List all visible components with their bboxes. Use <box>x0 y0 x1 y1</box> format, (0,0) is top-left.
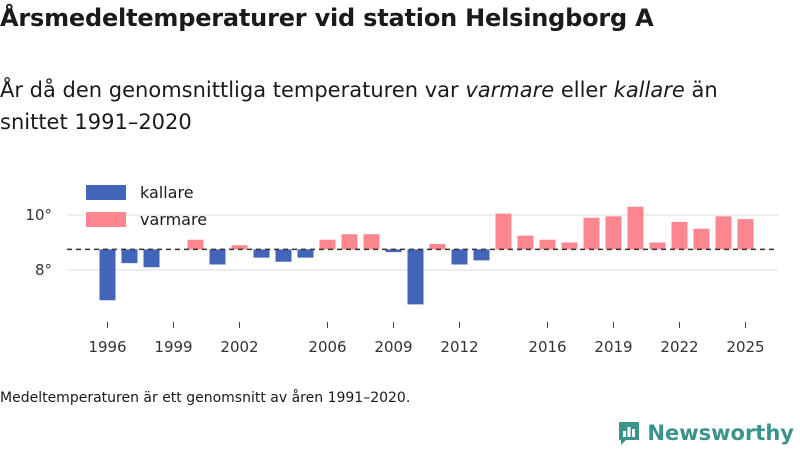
bar-1996 <box>99 249 116 301</box>
bar-2007 <box>341 234 358 250</box>
bar-2019 <box>605 216 622 250</box>
bar-2003 <box>253 249 270 258</box>
bar-2021 <box>649 242 666 250</box>
bar-2016 <box>539 239 556 250</box>
subtitle-middle: eller <box>554 78 614 102</box>
x-tick-label: 2009 <box>374 338 412 356</box>
y-tick-label: 10° <box>25 206 52 224</box>
brand-name: Newsworthy <box>647 421 794 445</box>
x-tick-label: 2019 <box>594 338 632 356</box>
chart-subtitle: År då den genomsnittliga temperaturen va… <box>0 74 780 138</box>
legend-label-colder: kallare <box>140 183 194 202</box>
y-tick-label: 8° <box>35 261 52 279</box>
legend-label-warmer: varmare <box>140 210 207 229</box>
x-tick-label: 2012 <box>440 338 478 356</box>
bar-2008 <box>363 234 380 250</box>
bar-2025 <box>737 219 754 250</box>
x-tick-label: 1999 <box>154 338 192 356</box>
x-tick-label: 2016 <box>528 338 566 356</box>
bar-2011 <box>429 243 446 250</box>
x-tick-label: 2002 <box>220 338 258 356</box>
bar-2000 <box>187 239 204 250</box>
subtitle-suffix: än snittet 1991–2020 <box>0 78 718 134</box>
bar-2017 <box>561 242 578 250</box>
bar-1997 <box>121 249 138 264</box>
bar-2010 <box>407 249 424 305</box>
bar-2001 <box>209 249 226 265</box>
bar-2024 <box>715 216 732 250</box>
footnote: Medeltemperaturen är ett genomsnitt av å… <box>0 390 411 406</box>
x-tick-label: 2025 <box>726 338 764 356</box>
bar-2018 <box>583 217 600 250</box>
subtitle-cold-word: kallare <box>613 78 685 102</box>
x-tick-label: 2022 <box>660 338 698 356</box>
subtitle-warm-word: varmare <box>465 78 555 102</box>
bar-2012 <box>451 249 468 265</box>
subtitle-prefix: År då den genomsnittliga temperaturen va… <box>0 78 466 102</box>
bar-1998 <box>143 249 160 268</box>
bar-2013 <box>473 249 490 261</box>
legend-swatch-colder <box>86 185 126 200</box>
bar-2020 <box>627 206 644 250</box>
bar-2014 <box>495 213 512 250</box>
bar-chart-badge-icon <box>619 422 640 445</box>
temperature-bar-chart: 10° 8° 1996 1999 2002 2006 2009 2012 2016 2019 202… <box>25 183 778 356</box>
bar-2002 <box>231 245 248 250</box>
brand-logo: Newsworthy <box>617 420 794 446</box>
bar-2006 <box>319 239 336 250</box>
bar-2023 <box>693 228 710 250</box>
bar-2009 <box>385 249 402 253</box>
chart-title: Årsmedeltemperaturer vid station Helsing… <box>0 4 654 32</box>
bar-2004 <box>275 249 292 262</box>
x-tick-label: 2006 <box>308 338 346 356</box>
x-tick-label: 1996 <box>88 338 126 356</box>
bar-2022 <box>671 221 688 250</box>
legend-swatch-warmer <box>86 212 126 227</box>
bar-2005 <box>297 249 314 258</box>
bar-2015 <box>517 235 534 250</box>
